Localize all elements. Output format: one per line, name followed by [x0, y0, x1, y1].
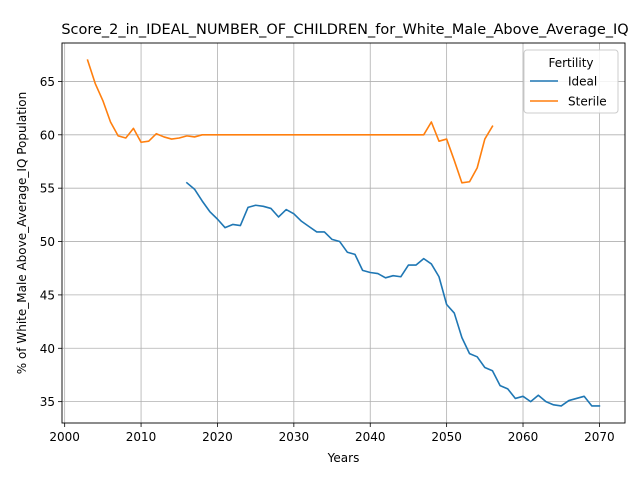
x-tick-label: 2020 [202, 430, 233, 444]
x-axis-label: Years [327, 451, 360, 465]
legend: Fertility Ideal Sterile [523, 49, 619, 114]
series-line-ideal [185, 181, 601, 407]
y-tick-label: 65 [40, 75, 55, 89]
plot-frame [61, 42, 626, 424]
x-tick-label: 2010 [126, 430, 157, 444]
y-tick-label: 35 [40, 395, 55, 409]
y-tick-label: 45 [40, 288, 55, 302]
series-layer [86, 59, 601, 407]
x-tick-label: 2040 [355, 430, 386, 444]
legend-frame [523, 49, 619, 114]
y-tick-label: 55 [40, 182, 55, 196]
axis-ticks: 2000 2010 2020 2030 2040 2050 2060 2070 35 40 45 50… [40, 75, 615, 444]
x-tick-label: 2030 [279, 430, 310, 444]
legend-label-ideal: Ideal [568, 75, 597, 89]
chart-title: Score_2_in_IDEAL_NUMBER_OF_CHILDREN_for_… [61, 22, 628, 38]
y-axis-label: % of White_Male Above_Average_IQ Populat… [15, 92, 29, 375]
x-tick-label: 2050 [431, 430, 462, 444]
x-tick-label: 2000 [49, 430, 80, 444]
y-tick-label: 50 [40, 235, 55, 249]
x-tick-label: 2060 [508, 430, 539, 444]
legend-title: Fertility [548, 56, 593, 70]
legend-label-sterile: Sterile [568, 95, 607, 109]
y-tick-label: 40 [40, 342, 55, 356]
x-tick-label: 2070 [584, 430, 615, 444]
y-tick-label: 60 [40, 128, 55, 142]
series-line-sterile [86, 59, 494, 184]
